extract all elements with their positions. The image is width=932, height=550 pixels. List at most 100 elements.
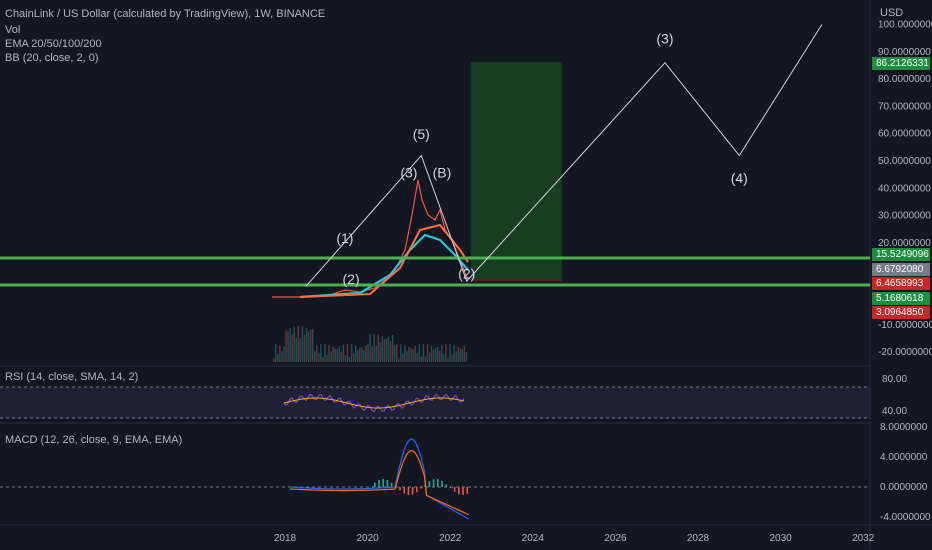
volume-bar xyxy=(402,354,404,362)
time-tick-label: 2018 xyxy=(274,533,297,544)
rsi-legend[interactable]: RSI (14, close, SMA, 14, 2) xyxy=(5,371,139,383)
volume-bar xyxy=(365,345,367,362)
price-tag-stop: 6.4658993 xyxy=(872,277,930,290)
volume-bar xyxy=(305,327,308,362)
volume-bar xyxy=(348,357,351,362)
macd-axis: 8.0000000 4.0000000 0.0000000 -4.0000000 xyxy=(880,422,931,523)
rsi-band xyxy=(0,387,870,418)
volume-bar xyxy=(336,348,338,362)
volume-bar xyxy=(371,346,373,362)
volume-bar xyxy=(352,353,355,362)
rsi-line xyxy=(283,393,465,413)
volume-bar xyxy=(332,346,334,362)
price-tick-label: 50.0000000 xyxy=(878,156,931,167)
wave-label: (2) xyxy=(458,265,475,281)
symbol-legend[interactable]: ChainLink / US Dollar (calculated by Tra… xyxy=(5,8,326,20)
macd-tick-label: 0.0000000 xyxy=(880,482,928,493)
volume-bar xyxy=(297,326,299,362)
volume-bar xyxy=(338,346,340,362)
macd-signal-line xyxy=(289,449,469,516)
price-axis[interactable]: 100.0000000 90.0000000 80.0000000 70.000000… xyxy=(878,20,932,359)
volume-legend[interactable]: Vol xyxy=(5,24,21,36)
volume-bar xyxy=(289,327,291,362)
macd-tick-label: 8.0000000 xyxy=(880,422,928,433)
ema-legend[interactable]: EMA 20/50/100/200 xyxy=(5,38,102,50)
time-tick-label: 2020 xyxy=(356,533,379,544)
price-tick-label: 20.0000000 xyxy=(878,238,931,249)
volume-bar xyxy=(342,344,345,362)
volume-bar xyxy=(326,354,328,362)
macd-histogram-bar xyxy=(449,487,452,489)
volume-bar xyxy=(404,345,406,362)
macd-histogram-bar xyxy=(428,481,431,487)
macd-histogram-bar xyxy=(432,479,435,487)
price-tick-label: 90.0000000 xyxy=(878,47,931,58)
macd-histogram-bar xyxy=(445,484,447,487)
volume-bar xyxy=(416,352,418,362)
volume-bar xyxy=(350,344,353,362)
volume-bar xyxy=(441,345,443,362)
volume-bar xyxy=(357,350,359,362)
volume-bar xyxy=(424,356,427,362)
rsi-tick-label: 40.00 xyxy=(882,406,907,417)
volume-bar xyxy=(383,339,386,362)
volume-bar xyxy=(434,348,437,362)
price-tag-upper-level: 15.5249096 xyxy=(872,248,930,261)
volume-bar xyxy=(410,347,412,362)
volume-bar xyxy=(396,344,398,362)
price-tag-target: 86.2126331 xyxy=(872,57,930,70)
volume-bar xyxy=(457,346,459,362)
volume-bar xyxy=(393,344,396,362)
volume-bar xyxy=(322,357,324,362)
time-axis[interactable]: 2018 2020 2022 2024 2026 2028 2030 2032 xyxy=(274,533,875,544)
volume-bar xyxy=(375,345,377,362)
macd-legend[interactable]: MACD (12, 26, close, 9, EMA, EMA) xyxy=(5,434,183,446)
time-tick-label: 2028 xyxy=(687,533,710,544)
ema-line xyxy=(299,233,469,299)
horizontal-levels[interactable] xyxy=(0,256,870,287)
volume-bar xyxy=(369,334,371,362)
volume-bar xyxy=(381,336,384,362)
wave-labels: (1) (2) (3) (5) (B) (2) (3) (4) xyxy=(336,31,748,287)
long-position-profit-zone[interactable] xyxy=(470,62,562,280)
volume-bar xyxy=(285,330,287,362)
macd-histogram-bar xyxy=(458,487,460,495)
volume-bar xyxy=(451,354,453,362)
volume-bar xyxy=(398,357,400,362)
volume-bar xyxy=(361,347,363,362)
macd-histogram-bar xyxy=(411,487,414,495)
price-tick-label: 60.0000000 xyxy=(878,129,931,140)
volume-bar xyxy=(328,344,330,362)
volume-bar xyxy=(303,334,306,362)
elliott-wave-projection[interactable] xyxy=(305,24,823,287)
bollinger-legend[interactable]: BB (20, close, 2, 0) xyxy=(5,52,99,64)
time-tick-label: 2032 xyxy=(852,533,875,544)
wave-label: (3) xyxy=(656,31,673,47)
wave-label: (1) xyxy=(336,230,353,246)
volume-bar xyxy=(295,337,297,362)
macd-histogram-bar xyxy=(437,479,439,487)
time-tick-label: 2030 xyxy=(769,533,792,544)
volume-bar xyxy=(344,355,347,362)
long-position-loss-zone[interactable] xyxy=(470,279,562,282)
macd-histogram-bar xyxy=(382,479,384,487)
volume-bar xyxy=(389,341,392,362)
volume-bar xyxy=(311,329,314,362)
volume-bar xyxy=(277,354,279,362)
macd-histogram-bar xyxy=(420,487,422,489)
volume-bar xyxy=(379,342,381,362)
price-tick-label: 80.0000000 xyxy=(878,74,931,85)
volume-bar xyxy=(461,349,463,362)
macd-histogram-bar xyxy=(399,487,401,491)
volume-bar xyxy=(318,353,320,362)
volume-bar xyxy=(377,334,379,362)
volume-bar xyxy=(373,334,375,362)
volume-bar xyxy=(291,334,293,362)
price-tick-label: 70.0000000 xyxy=(878,101,931,112)
volume-bar xyxy=(293,326,295,362)
macd-histogram-bar xyxy=(466,487,468,494)
volume-bar xyxy=(299,338,302,362)
volume-bar xyxy=(406,350,408,362)
volume-bar xyxy=(340,351,343,362)
